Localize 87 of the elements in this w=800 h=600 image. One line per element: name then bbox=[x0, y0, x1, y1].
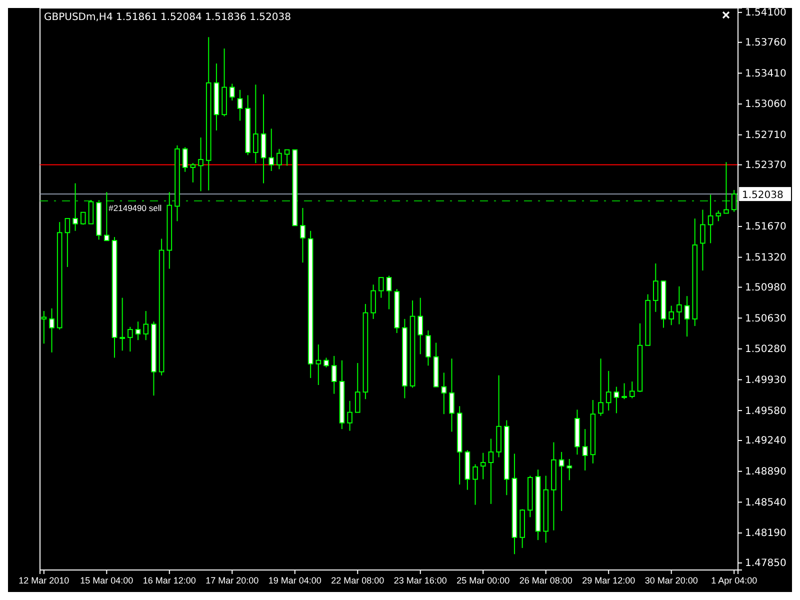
ref-line-label: 1.52038 bbox=[742, 190, 784, 202]
y-tick-label: 1.48890 bbox=[745, 466, 786, 478]
x-tick-label: 29 Mar 12:00 bbox=[582, 575, 636, 586]
x-tick-label: 26 Mar 08:00 bbox=[519, 575, 572, 586]
x-tick-label: 22 Mar 08:00 bbox=[331, 575, 384, 586]
y-tick-label: 1.54100 bbox=[745, 8, 786, 19]
candlestick bbox=[716, 210, 722, 222]
candlestick bbox=[41, 310, 47, 344]
x-tick-label: 16 Mar 12:00 bbox=[142, 575, 196, 586]
candlestick bbox=[316, 344, 322, 386]
candlestick bbox=[237, 89, 243, 122]
candlestick bbox=[347, 400, 352, 432]
candlestick bbox=[378, 277, 384, 298]
candlestick bbox=[104, 192, 110, 242]
y-tick-label: 1.53410 bbox=[745, 68, 786, 80]
candlestick bbox=[558, 451, 564, 512]
y-tick-label: 1.50980 bbox=[745, 282, 786, 294]
y-tick-label: 1.49580 bbox=[745, 406, 786, 417]
y-tick-label: 1.50630 bbox=[745, 313, 786, 324]
candlestick bbox=[324, 357, 329, 368]
candlestick bbox=[708, 194, 714, 244]
candlestick bbox=[668, 305, 674, 326]
candlestick bbox=[598, 358, 604, 416]
x-tick-label: 15 Mar 04:00 bbox=[80, 575, 134, 586]
y-tick-label: 1.49930 bbox=[745, 374, 786, 386]
x-tick-label: 23 Mar 16:00 bbox=[394, 575, 447, 586]
candlestick bbox=[276, 148, 282, 170]
chart-title: GBPUSDm,H4 1.51861 1.52084 1.51836 1.52038 bbox=[44, 12, 291, 23]
y-tick-label: 1.48190 bbox=[745, 528, 786, 540]
candlestick bbox=[198, 136, 204, 192]
y-tick-label: 1.53060 bbox=[745, 99, 786, 110]
candlestick bbox=[480, 452, 486, 480]
candlestick bbox=[629, 380, 635, 399]
candlestick bbox=[135, 321, 141, 341]
candlestick bbox=[700, 209, 706, 271]
candlestick bbox=[49, 308, 54, 353]
x-tick-label: 19 Mar 04:00 bbox=[268, 575, 322, 586]
x-tick-label: 17 Mar 20:00 bbox=[206, 575, 259, 586]
candlestick bbox=[80, 212, 86, 226]
candlestick bbox=[622, 382, 627, 400]
candlestick bbox=[143, 310, 149, 341]
x-tick-label: 1 Apr 04:00 bbox=[711, 575, 758, 586]
candlestick bbox=[88, 200, 94, 224]
candlestick bbox=[190, 162, 196, 183]
x-tick-label: 30 Mar 20:00 bbox=[644, 575, 698, 586]
x-tick-label: 25 Mar 00:00 bbox=[456, 575, 510, 586]
x-tick-label: 12 Mar 2010 bbox=[18, 575, 70, 586]
candlestick bbox=[606, 370, 612, 412]
candlestick bbox=[120, 297, 126, 352]
candlestick bbox=[260, 94, 266, 184]
candlestick bbox=[676, 286, 682, 325]
y-tick-label: 1.52710 bbox=[745, 130, 786, 142]
y-tick-label: 1.53760 bbox=[745, 38, 786, 49]
ref-line-label: #2149490 sell bbox=[108, 202, 162, 213]
candlestick bbox=[488, 438, 494, 504]
candlestick bbox=[331, 355, 337, 394]
y-tick-label: 1.51320 bbox=[745, 252, 786, 264]
candlestick bbox=[253, 84, 258, 164]
candlestick bbox=[128, 326, 133, 352]
candlestick bbox=[284, 149, 290, 166]
y-tick-label: 1.48540 bbox=[745, 497, 786, 508]
y-tick-label: 1.49240 bbox=[745, 436, 786, 447]
candlestick bbox=[72, 182, 78, 232]
candlestick bbox=[354, 362, 360, 413]
candlestick bbox=[684, 296, 690, 338]
y-tick-label: 1.50280 bbox=[745, 344, 786, 356]
candlestick bbox=[268, 128, 274, 172]
candlestick bbox=[229, 83, 235, 101]
y-tick-label: 1.51670 bbox=[745, 222, 786, 233]
candlestick bbox=[731, 189, 737, 212]
candlestick bbox=[472, 464, 478, 506]
candlestick bbox=[614, 386, 620, 414]
y-tick-label: 1.52370 bbox=[745, 160, 786, 171]
candlestick bbox=[418, 297, 424, 355]
candlestick bbox=[449, 358, 454, 432]
candlestick bbox=[300, 207, 306, 264]
candlestick bbox=[441, 372, 447, 415]
y-tick-label: 1.47850 bbox=[745, 558, 786, 570]
candlestick bbox=[426, 330, 431, 366]
candlestick bbox=[652, 262, 658, 312]
candlestick bbox=[370, 284, 376, 320]
candlestick bbox=[566, 458, 572, 481]
candlestick bbox=[582, 428, 588, 471]
candlestick bbox=[182, 146, 188, 172]
candlestick bbox=[64, 218, 70, 268]
candlestick bbox=[724, 162, 729, 214]
candlestick bbox=[386, 275, 392, 310]
